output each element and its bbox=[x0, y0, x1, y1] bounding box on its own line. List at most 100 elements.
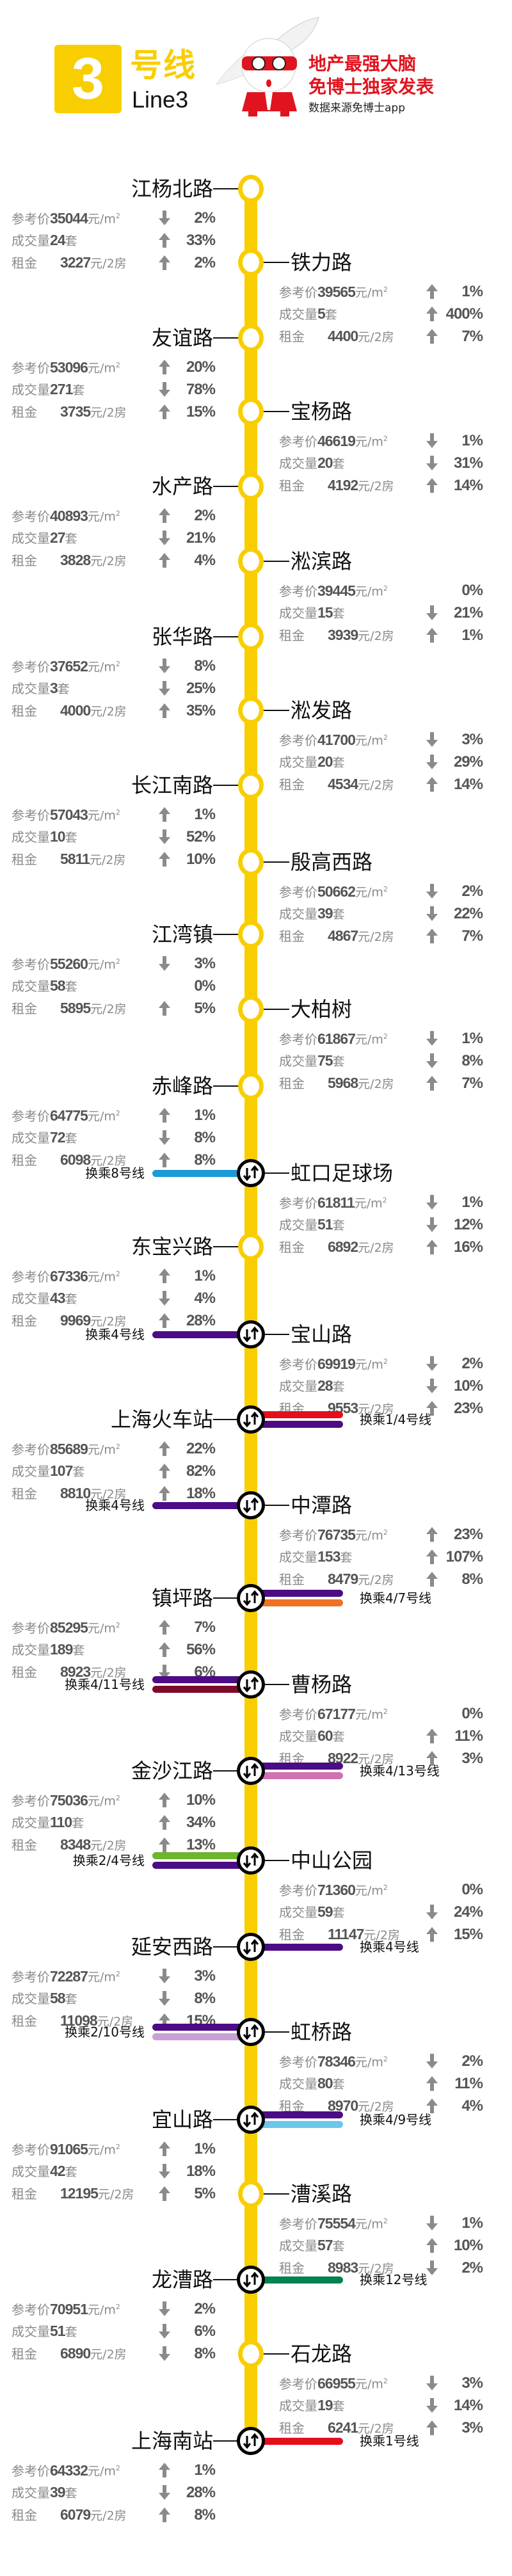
station-name[interactable]: 宝山路 bbox=[291, 1322, 353, 1347]
station-name[interactable]: 上海南站 bbox=[131, 2429, 213, 2453]
price-unit: 元/m2 bbox=[88, 805, 120, 823]
station-name[interactable]: 大柏树 bbox=[291, 997, 353, 1021]
transfer-station-marker[interactable] bbox=[237, 1933, 265, 1961]
station-stats: 参考价 46619 元/m2 1% 成交量 20 套 31% 租金 4192 元/2房 14% bbox=[279, 429, 483, 497]
price-label: 参考价 bbox=[279, 284, 317, 300]
station-name[interactable]: 漕溪路 bbox=[291, 2182, 353, 2206]
station-name[interactable]: 宝杨路 bbox=[291, 399, 353, 424]
station-name[interactable]: 镇坪路 bbox=[151, 1586, 213, 1610]
transfer-station-marker[interactable] bbox=[237, 1670, 265, 1699]
price-value: 78346 bbox=[317, 2052, 356, 2070]
station-marker[interactable] bbox=[238, 472, 264, 500]
station-name[interactable]: 中潭路 bbox=[291, 1493, 353, 1517]
transfer-line-bar-line4 bbox=[251, 1590, 343, 1597]
station-marker[interactable] bbox=[238, 771, 264, 799]
price-change-percent: 23% bbox=[453, 1525, 483, 1543]
transfer-station-marker[interactable] bbox=[237, 2427, 265, 2455]
station-name[interactable]: 赤峰路 bbox=[151, 1074, 213, 1098]
station-marker[interactable] bbox=[238, 175, 264, 203]
station-marker[interactable] bbox=[238, 397, 264, 426]
name-connector bbox=[213, 486, 239, 487]
transfer-station-marker[interactable] bbox=[237, 2266, 265, 2294]
stat-row-rent: 租金 6079 元/2房 8% bbox=[12, 2504, 216, 2526]
station-marker[interactable] bbox=[238, 324, 264, 352]
station-name[interactable]: 铁力路 bbox=[291, 250, 353, 275]
stat-row-price: 参考价 76735 元/m2 23% bbox=[279, 1523, 483, 1546]
price-change-percent: 0% bbox=[461, 1880, 483, 1898]
station-marker[interactable] bbox=[238, 623, 264, 651]
station-name[interactable]: 中山公园 bbox=[291, 1848, 373, 1873]
transfer-station-marker[interactable] bbox=[237, 1405, 265, 1434]
station-marker[interactable] bbox=[238, 1072, 264, 1100]
stat-row-rent: 租金 6098 元/2房 8% bbox=[12, 1149, 216, 1171]
station-marker[interactable] bbox=[238, 1233, 264, 1261]
price-unit-text: 元/m bbox=[355, 2217, 383, 2232]
station-marker[interactable] bbox=[238, 248, 264, 276]
stat-text: 租金 8970 元/2房 bbox=[279, 2098, 424, 2115]
price-unit-text: 元/m bbox=[87, 212, 116, 227]
station-name[interactable]: 淞发路 bbox=[291, 698, 353, 723]
price-unit: 元/m2 bbox=[355, 2052, 388, 2070]
station-marker[interactable] bbox=[238, 547, 264, 575]
transfer-station-marker[interactable] bbox=[237, 2018, 265, 2046]
station-name[interactable]: 宜山路 bbox=[151, 2108, 213, 2132]
price-unit: 元/m2 bbox=[88, 1967, 120, 1985]
station-name[interactable]: 张华路 bbox=[151, 625, 213, 649]
station-name[interactable]: 延安西路 bbox=[131, 1935, 213, 1959]
transfer-station-marker[interactable] bbox=[237, 2106, 265, 2134]
station-name[interactable]: 江杨北路 bbox=[131, 177, 213, 201]
station-name[interactable]: 虹口足球场 bbox=[291, 1161, 394, 1185]
stat-text: 成交量 72 套 bbox=[12, 1130, 156, 1146]
transfer-station-marker[interactable] bbox=[237, 1159, 265, 1187]
rent-label: 租金 bbox=[279, 776, 305, 792]
price-label: 参考价 bbox=[12, 1793, 50, 1809]
station-name[interactable]: 淞滨路 bbox=[291, 549, 353, 573]
station-marker[interactable] bbox=[238, 848, 264, 876]
station-name[interactable]: 虹桥路 bbox=[291, 2020, 353, 2044]
station-name[interactable]: 江湾镇 bbox=[151, 922, 213, 947]
transfer-station-marker[interactable] bbox=[237, 1757, 265, 1785]
price-unit: 元/m2 bbox=[88, 506, 120, 524]
station-name[interactable]: 东宝兴路 bbox=[131, 1235, 213, 1259]
station-name[interactable]: 友谊路 bbox=[151, 326, 213, 350]
station-name[interactable]: 金沙江路 bbox=[131, 1759, 213, 1783]
station-name[interactable]: 长江南路 bbox=[131, 773, 213, 797]
price-change-percent: 3% bbox=[461, 730, 483, 748]
transfer-station-marker[interactable] bbox=[237, 1846, 265, 1875]
price-change-percent: 1% bbox=[194, 2461, 216, 2479]
price-label: 参考价 bbox=[12, 2463, 50, 2479]
price-unit-text: 元/m bbox=[355, 1357, 383, 1372]
station-marker[interactable] bbox=[238, 2340, 264, 2368]
station-name[interactable]: 上海火车站 bbox=[110, 1407, 213, 1432]
stat-row-price: 参考价 55260 元/m2 3% bbox=[12, 952, 216, 975]
stat-text: 成交量 60 套 bbox=[279, 1728, 424, 1745]
rent-unit-text: 元/2房 bbox=[90, 1665, 127, 1680]
volume-value: 39 bbox=[50, 2483, 66, 2500]
arrow-up-icon bbox=[424, 776, 440, 793]
stat-row-rent: 租金 8983 元/2房 2% bbox=[279, 2257, 483, 2279]
transfer-station-marker[interactable] bbox=[237, 1320, 265, 1348]
station-name[interactable]: 龙漕路 bbox=[151, 2268, 213, 2292]
station-name[interactable]: 石龙路 bbox=[291, 2342, 353, 2366]
station-marker[interactable] bbox=[238, 696, 264, 724]
station-name[interactable]: 曹杨路 bbox=[291, 1672, 353, 1697]
station-name[interactable]: 水产路 bbox=[151, 474, 213, 499]
name-connector bbox=[213, 785, 239, 786]
station-name[interactable]: 殷高西路 bbox=[291, 850, 373, 874]
stat-row-rent: 租金 4534 元/2房 14% bbox=[279, 773, 483, 796]
transfer-station-marker[interactable] bbox=[237, 1491, 265, 1519]
volume-unit: 套 bbox=[72, 383, 84, 398]
stat-text: 参考价 67177 元/m2 bbox=[279, 1704, 424, 1722]
station-marker[interactable] bbox=[238, 920, 264, 948]
transfer-station-marker[interactable] bbox=[237, 1584, 265, 1612]
rent-value: 4192 bbox=[328, 476, 358, 493]
volume-label: 成交量 bbox=[12, 2163, 50, 2179]
volume-unit: 套 bbox=[72, 1816, 84, 1831]
name-connector bbox=[213, 188, 239, 189]
stat-row-price: 参考价 85295 元/m2 7% bbox=[12, 1616, 216, 1638]
rent-change-percent: 23% bbox=[453, 1399, 483, 1417]
stat-row-price: 参考价 69919 元/m2 2% bbox=[279, 1352, 483, 1375]
station-marker[interactable] bbox=[238, 995, 264, 1023]
stat-row-price: 参考价 39565 元/m2 1% bbox=[279, 280, 483, 303]
station-marker[interactable] bbox=[238, 2180, 264, 2208]
